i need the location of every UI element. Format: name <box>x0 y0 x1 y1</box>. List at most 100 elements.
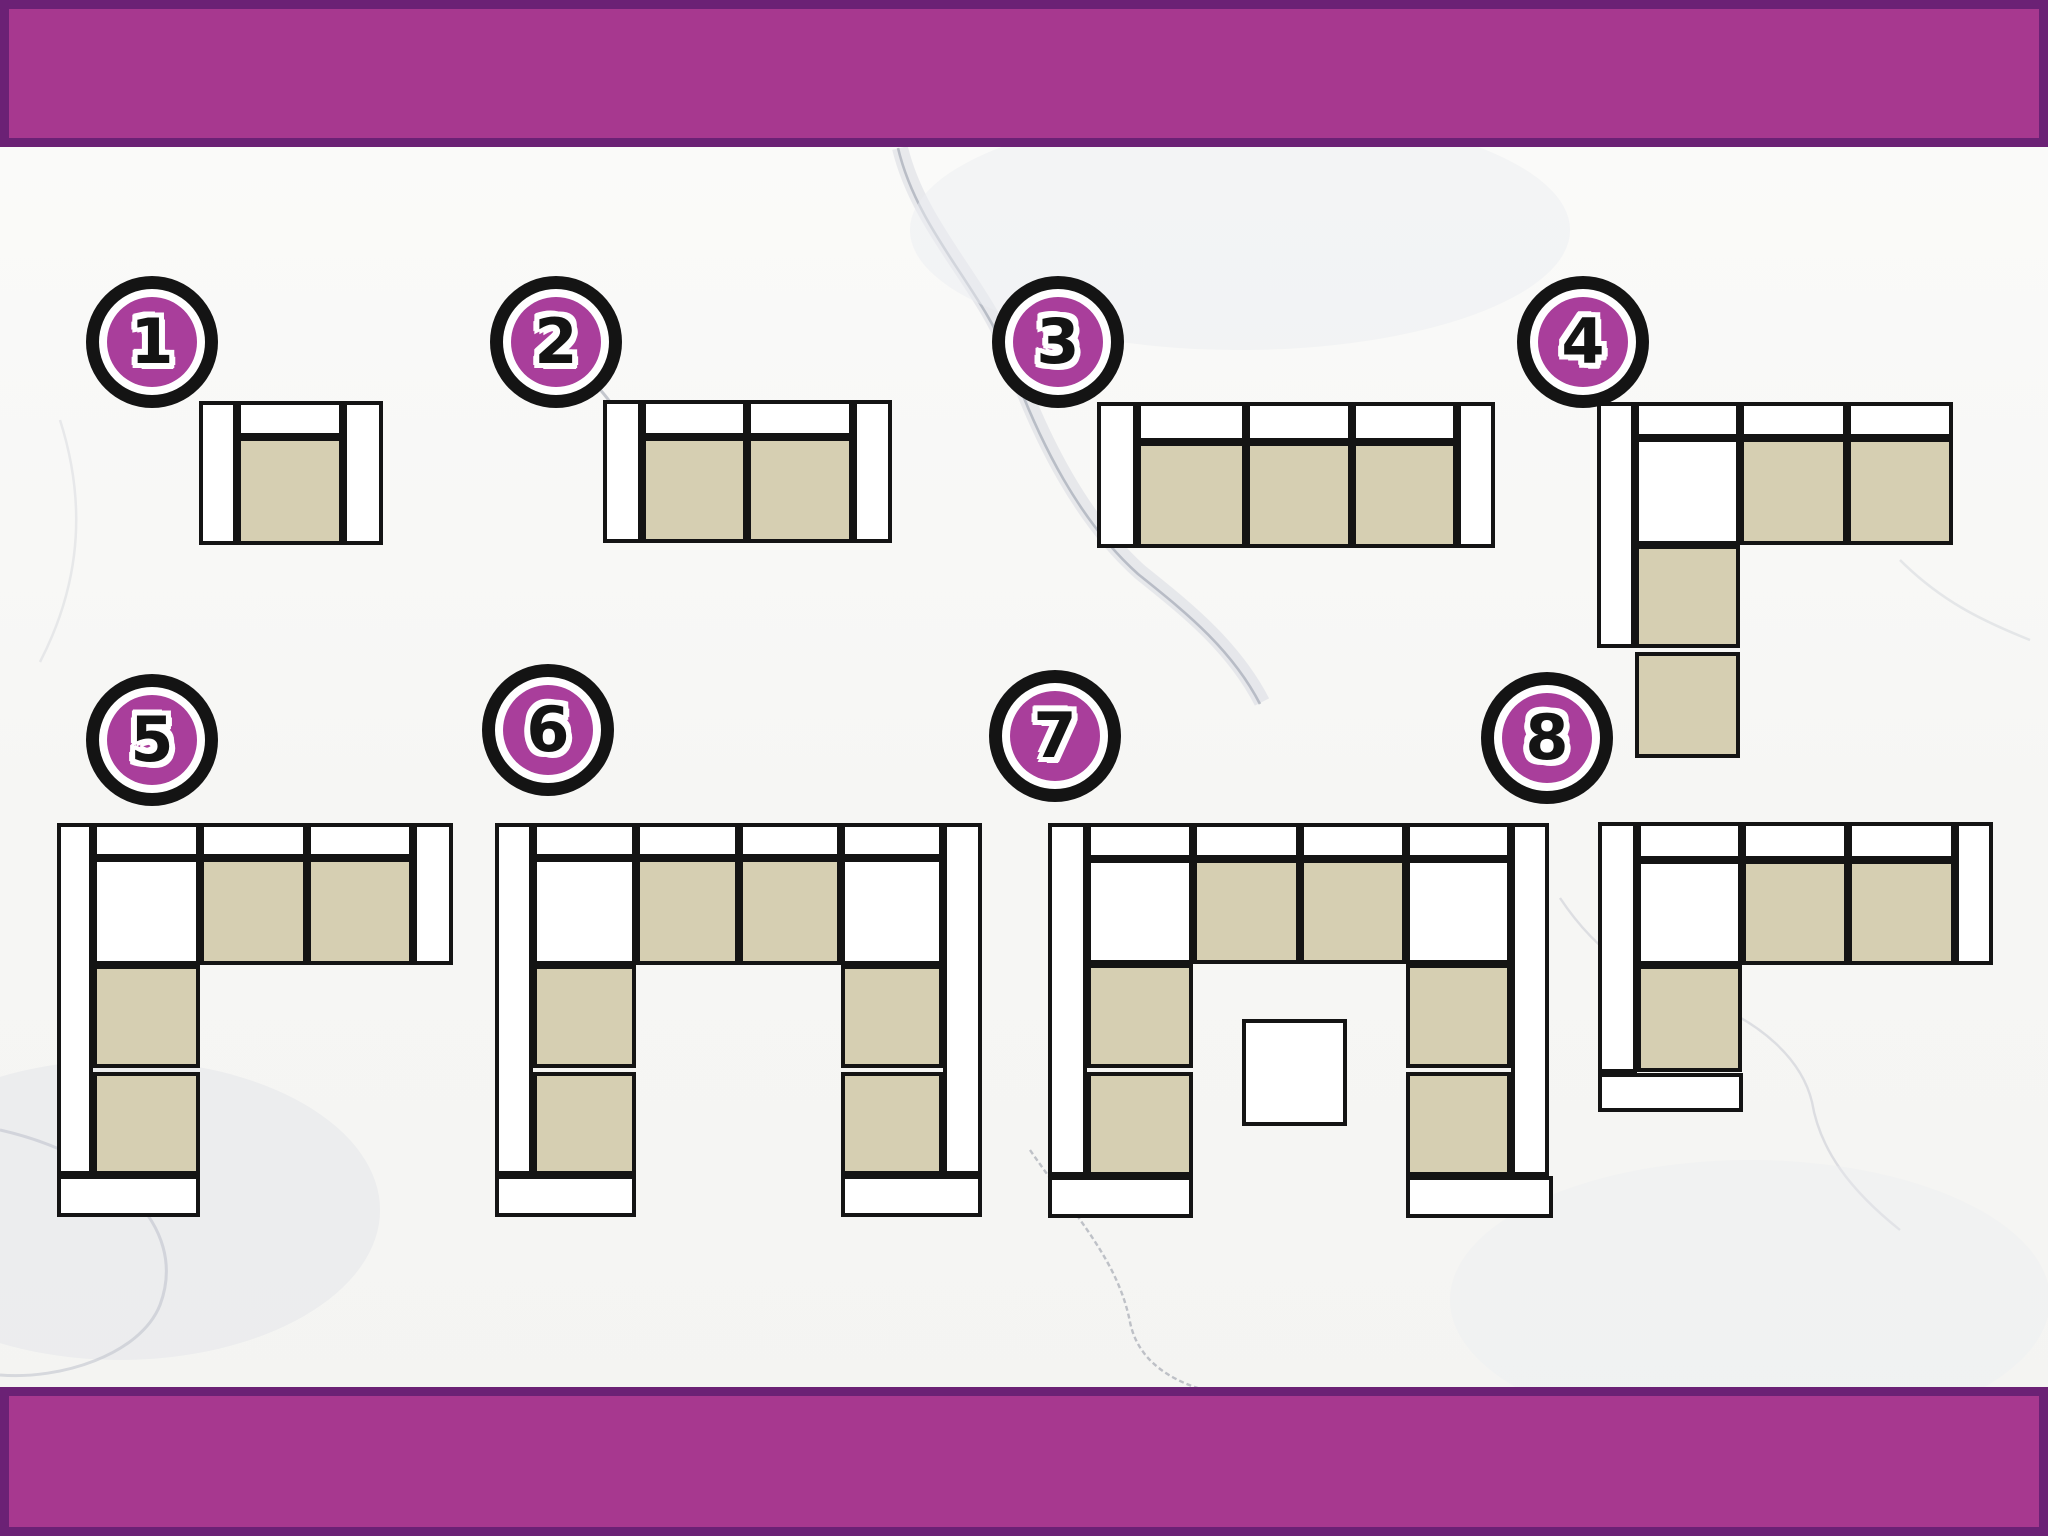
sofa-6-backrest-1 <box>636 823 739 858</box>
sofa-8-end-cap <box>1598 1073 1743 1112</box>
sofa-6-left-leg-seat-1 <box>533 965 636 1068</box>
sofa-5-seat-2 <box>307 858 413 965</box>
option-badge-circle: 3 <box>1013 297 1103 387</box>
option-badge-number: 7 <box>1033 699 1077 772</box>
option-badge-number: 4 <box>1561 305 1605 378</box>
sofa-5-end-cap <box>57 1175 200 1217</box>
sofa-8-corner-cell <box>1637 860 1742 965</box>
option-badge-4: 4 <box>1517 276 1649 408</box>
sofa-5-backrest-2 <box>307 823 413 858</box>
sofa-6-backrest-2 <box>739 823 841 858</box>
sofa-6-right-leg-seat-1 <box>841 965 943 1068</box>
sofa-7-center-table <box>1242 1019 1347 1126</box>
sofa-7-backrest-corner-r <box>1406 823 1511 859</box>
sofa-5-chaise-seat-2 <box>93 1072 200 1175</box>
option-badge-circle: 7 <box>1010 691 1100 781</box>
sofa-5-backrest-corner <box>93 823 200 858</box>
top-banner <box>0 0 2048 147</box>
option-badge-circle: 2 <box>511 297 601 387</box>
sofa-4-backrest-corner <box>1635 402 1740 438</box>
option-badge-number: 5 <box>130 703 174 776</box>
sofa-7-right-leg-seat-2 <box>1406 1072 1511 1176</box>
option-badge-6: 6 <box>482 664 614 796</box>
option-badge-circle: 5 <box>107 695 197 785</box>
sofa-7-armrest-left <box>1048 823 1087 1176</box>
sofa-4-backrest-2 <box>1847 402 1953 438</box>
sofa-4-corner-cell <box>1635 438 1740 545</box>
sofa-6-right-leg-seat-2 <box>841 1072 943 1175</box>
sofa-7-end-cap-left <box>1048 1176 1193 1218</box>
sofa-3-seat-3 <box>1352 442 1457 548</box>
option-badge-number: 1 <box>130 305 174 378</box>
sofa-5-chaise-seat-1 <box>93 965 200 1068</box>
sofa-1-armrest-right <box>343 401 383 545</box>
sofa-3-backrest-1 <box>1137 402 1246 442</box>
sofa-3-seat-1 <box>1137 442 1246 548</box>
sofa-7-seat-2 <box>1300 859 1406 964</box>
sofa-1-armrest-left <box>199 401 237 545</box>
sofa-6-seat-1 <box>636 858 739 965</box>
option-badge-2: 2 <box>490 276 622 408</box>
sofa-2-backrest-2 <box>747 400 853 437</box>
sofa-7-backrest-corner-l <box>1087 823 1193 859</box>
sofa-6-armrest-right <box>943 823 982 1175</box>
option-badge-number: 8 <box>1525 701 1569 774</box>
sofa-4-ottoman <box>1635 652 1740 758</box>
sofa-2-backrest-1 <box>642 400 747 437</box>
sofa-3-backrest-2 <box>1246 402 1352 442</box>
sofa-3-seat-2 <box>1246 442 1352 548</box>
sofa-1-backrest <box>237 401 343 437</box>
sofa-7-corner-cell-r <box>1406 859 1511 964</box>
sofa-6-end-cap-right <box>841 1175 982 1217</box>
sofa-5-seat-1 <box>200 858 307 965</box>
sofa-6-armrest-left <box>495 823 533 1175</box>
sofa-3-backrest-3 <box>1352 402 1457 442</box>
option-badge-7: 7 <box>989 670 1121 802</box>
sofa-8-seat-2 <box>1848 860 1955 965</box>
sofa-7-right-leg-seat-1 <box>1406 964 1511 1068</box>
option-badge-circle: 4 <box>1538 297 1628 387</box>
option-badge-circle: 1 <box>107 297 197 387</box>
option-badge-1: 1 <box>86 276 218 408</box>
sofa-4-seat-2 <box>1847 438 1953 545</box>
sofa-7-left-leg-seat-2 <box>1087 1072 1193 1176</box>
sofa-7-backrest-1 <box>1193 823 1300 859</box>
sofa-6-corner-cell-l <box>533 858 636 965</box>
sofa-1-seat <box>237 437 343 545</box>
sofa-8-backrest-2 <box>1848 822 1955 860</box>
sofa-2-armrest-left <box>603 400 642 543</box>
sofa-3-armrest-left <box>1097 402 1137 548</box>
sofa-7-corner-cell-l <box>1087 859 1193 964</box>
sofa-2-seat-2 <box>747 437 853 543</box>
sofa-3-armrest-right <box>1457 402 1495 548</box>
sofa-8-chaise-seat <box>1637 965 1742 1072</box>
sofa-5-armrest-right <box>413 823 453 965</box>
sofa-7-backrest-2 <box>1300 823 1406 859</box>
sofa-7-left-leg-seat-1 <box>1087 964 1193 1068</box>
option-badge-3: 3 <box>992 276 1124 408</box>
sofa-6-backrest-corner-r <box>841 823 943 858</box>
sofa-8-armrest-left <box>1598 822 1637 1073</box>
sofa-4-seat-1 <box>1740 438 1847 545</box>
sofa-6-seat-2 <box>739 858 841 965</box>
option-badge-number: 3 <box>1036 305 1080 378</box>
sofa-7-seat-1 <box>1193 859 1300 964</box>
sofa-6-left-leg-seat-2 <box>533 1072 636 1175</box>
sofa-4-chaise-seat <box>1635 545 1740 648</box>
sofa-2-seat-1 <box>642 437 747 543</box>
sofa-4-armrest-left <box>1597 402 1635 648</box>
sofa-5-armrest-left <box>57 823 93 1175</box>
option-badge-number: 6 <box>526 693 570 766</box>
option-badge-number: 2 <box>534 305 578 378</box>
option-badge-circle: 8 <box>1502 693 1592 783</box>
option-badge-8: 8 <box>1481 672 1613 804</box>
sofa-5-backrest-1 <box>200 823 307 858</box>
sofa-6-corner-cell-r <box>841 858 943 965</box>
sofa-7-armrest-right <box>1511 823 1549 1176</box>
sofa-8-backrest-corner <box>1637 822 1742 860</box>
sofa-8-armrest-right <box>1955 822 1993 965</box>
sofa-6-backrest-corner-l <box>533 823 636 858</box>
sofa-5-corner-cell <box>93 858 200 965</box>
sofa-8-backrest-1 <box>1742 822 1848 860</box>
